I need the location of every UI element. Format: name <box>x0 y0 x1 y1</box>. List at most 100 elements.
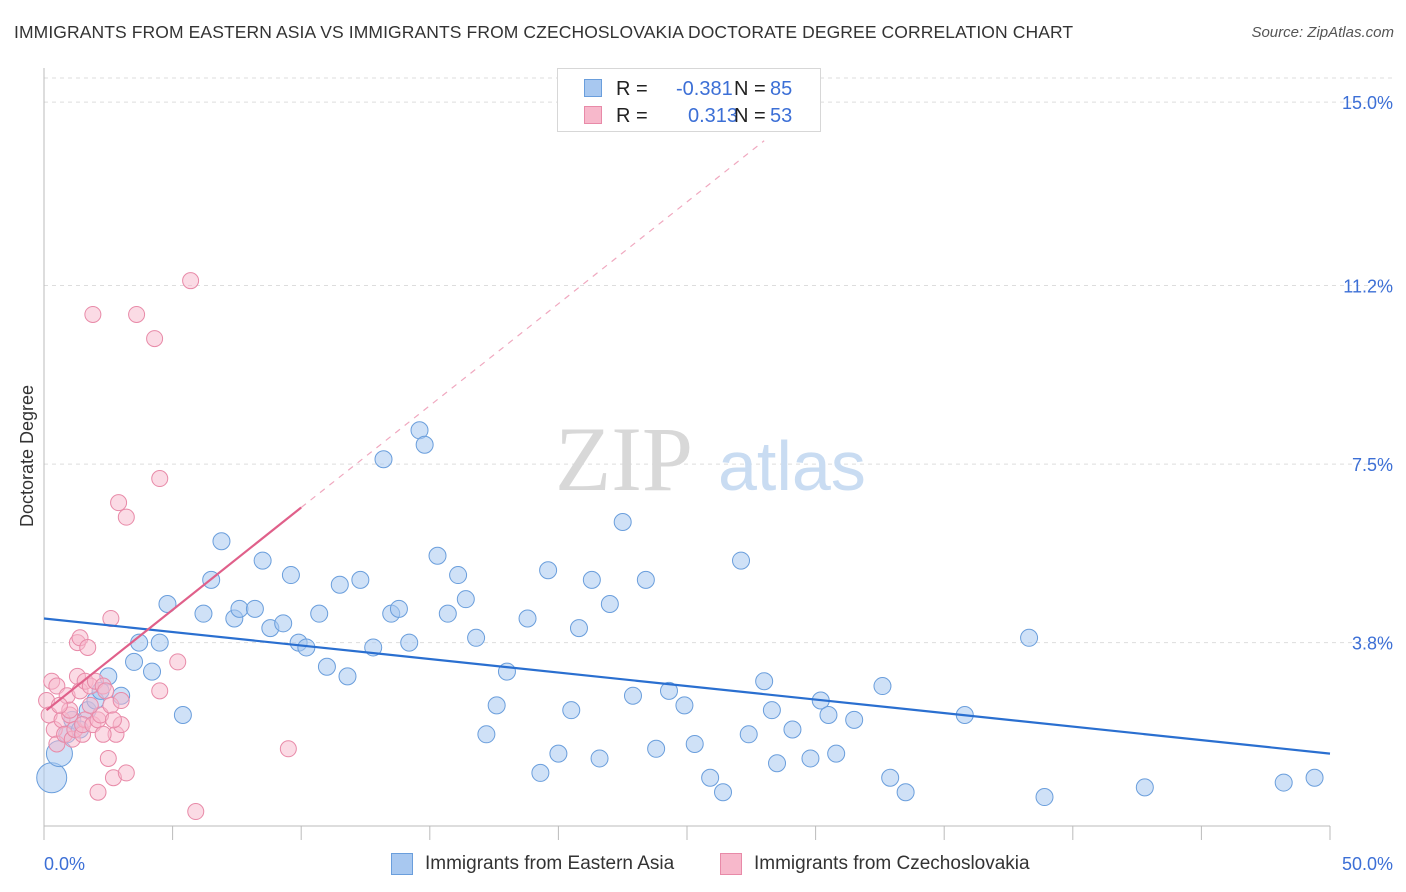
data-point-eastern-asia <box>400 633 419 652</box>
data-point-eastern-asia <box>158 595 177 614</box>
data-point-eastern-asia <box>317 657 336 676</box>
data-point-eastern-asia <box>762 701 781 720</box>
bottom-legend-label: Immigrants from Czechoslovakia <box>754 853 1030 874</box>
data-point-eastern-asia <box>783 720 802 739</box>
data-point-czechoslovakia <box>151 682 169 700</box>
data-point-czechoslovakia <box>112 692 130 710</box>
data-point-czechoslovakia <box>117 764 135 782</box>
data-point-eastern-asia <box>613 512 632 531</box>
data-point-czechoslovakia <box>89 783 107 801</box>
data-point-eastern-asia <box>310 604 329 623</box>
data-point-eastern-asia <box>467 628 486 647</box>
data-point-czechoslovakia <box>99 749 117 767</box>
legend-r-label: R = <box>616 78 648 100</box>
data-point-czechoslovakia <box>94 725 112 743</box>
data-point-eastern-asia <box>428 546 447 565</box>
data-point-czechoslovakia <box>151 470 169 488</box>
data-point-eastern-asia <box>549 744 568 763</box>
data-point-eastern-asia <box>194 604 213 623</box>
trend-line-eastern-asia <box>43 617 1331 755</box>
data-point-eastern-asia <box>1020 628 1039 647</box>
tick-labels: 3.8% 7.5% 11.2% 15.0% 0.0% 50.0% <box>44 93 1393 874</box>
trend-lines <box>43 506 1331 755</box>
data-point-czechoslovakia <box>279 740 297 758</box>
data-point-eastern-asia <box>456 590 475 609</box>
data-point-eastern-asia <box>755 672 774 691</box>
data-point-eastern-asia <box>212 532 231 551</box>
y-tick-label: 3.8% <box>1352 634 1393 654</box>
y-tick-label: 15.0% <box>1342 93 1393 113</box>
data-point-eastern-asia <box>827 744 846 763</box>
watermark-atlas: atlas <box>718 427 866 505</box>
data-point-eastern-asia <box>590 749 609 768</box>
data-point-eastern-asia <box>675 696 694 715</box>
data-point-eastern-asia <box>1305 768 1324 787</box>
data-point-czechoslovakia <box>169 653 187 671</box>
legend-swatch-blue <box>584 79 602 97</box>
data-point-eastern-asia <box>732 551 751 570</box>
legend-r-value: -0.381 <box>676 78 733 100</box>
x-tick-label: 50.0% <box>1342 854 1393 874</box>
data-point-eastern-asia <box>623 686 642 705</box>
data-point-eastern-asia <box>230 599 249 618</box>
legend-n-label: N = <box>734 78 766 100</box>
data-point-eastern-asia <box>582 570 601 589</box>
y-tick-label: 7.5% <box>1352 455 1393 475</box>
data-point-eastern-asia <box>389 599 408 618</box>
grid-lines <box>44 77 1395 644</box>
data-point-eastern-asia <box>647 739 666 758</box>
data-point-eastern-asia <box>518 609 537 628</box>
data-point-eastern-asia <box>600 595 619 614</box>
data-point-eastern-asia <box>477 725 496 744</box>
data-point-eastern-asia <box>173 706 192 725</box>
data-point-czechoslovakia <box>187 803 205 821</box>
data-point-eastern-asia <box>1135 778 1154 797</box>
data-point-eastern-asia <box>873 677 892 696</box>
data-point-eastern-asia <box>449 566 468 585</box>
data-point-eastern-asia <box>281 566 300 585</box>
data-point-eastern-asia <box>338 667 357 686</box>
data-point-eastern-asia <box>659 681 678 700</box>
data-point-eastern-asia <box>819 706 838 725</box>
data-point-eastern-asia <box>739 725 758 744</box>
data-point-eastern-asia <box>701 768 720 787</box>
trend-line-dashed <box>300 140 765 508</box>
data-point-eastern-asia <box>351 570 370 589</box>
data-point-eastern-asia <box>274 614 293 633</box>
trend-dashed-extension-czechoslovakia <box>300 140 765 508</box>
data-point-czechoslovakia <box>146 330 164 348</box>
data-point-czechoslovakia <box>97 682 115 700</box>
data-point-eastern-asia <box>562 701 581 720</box>
data-point-eastern-asia <box>150 633 169 652</box>
data-point-eastern-asia <box>881 768 900 787</box>
data-point-czechoslovakia <box>81 696 99 714</box>
data-point-eastern-asia <box>1035 788 1054 807</box>
watermark-zip: ZIP <box>555 408 693 510</box>
data-point-eastern-asia <box>143 662 162 681</box>
legend-n-label: N = <box>734 105 766 127</box>
legend-n-value: 53 <box>770 105 793 127</box>
data-point-eastern-asia <box>36 762 68 794</box>
source-label: Source: ZipAtlas.com <box>1251 24 1394 41</box>
data-point-eastern-asia <box>330 575 349 594</box>
legend-r-label: R = <box>616 105 648 127</box>
data-point-eastern-asia <box>539 561 558 580</box>
data-point-czechoslovakia <box>79 638 97 656</box>
x-tick-label: 0.0% <box>44 854 85 874</box>
legend-n-value: 85 <box>770 78 793 100</box>
axes <box>43 68 1331 840</box>
trend-line-czechoslovakia <box>45 506 302 712</box>
data-point-eastern-asia <box>245 599 264 618</box>
data-point-eastern-asia <box>253 551 272 570</box>
data-point-czechoslovakia <box>84 305 102 323</box>
data-point-eastern-asia <box>438 604 457 623</box>
points-eastern-asia <box>36 421 1324 807</box>
data-point-eastern-asia <box>896 783 915 802</box>
data-point-eastern-asia <box>374 450 393 469</box>
data-point-eastern-asia <box>531 763 550 782</box>
data-point-eastern-asia <box>685 734 704 753</box>
data-point-eastern-asia <box>801 749 820 768</box>
data-point-eastern-asia <box>636 570 655 589</box>
correlation-legend: R = -0.381 N = 85 R = 0.313 N = 53 <box>557 68 821 132</box>
y-axis-label: Doctorate Degree <box>17 385 37 527</box>
